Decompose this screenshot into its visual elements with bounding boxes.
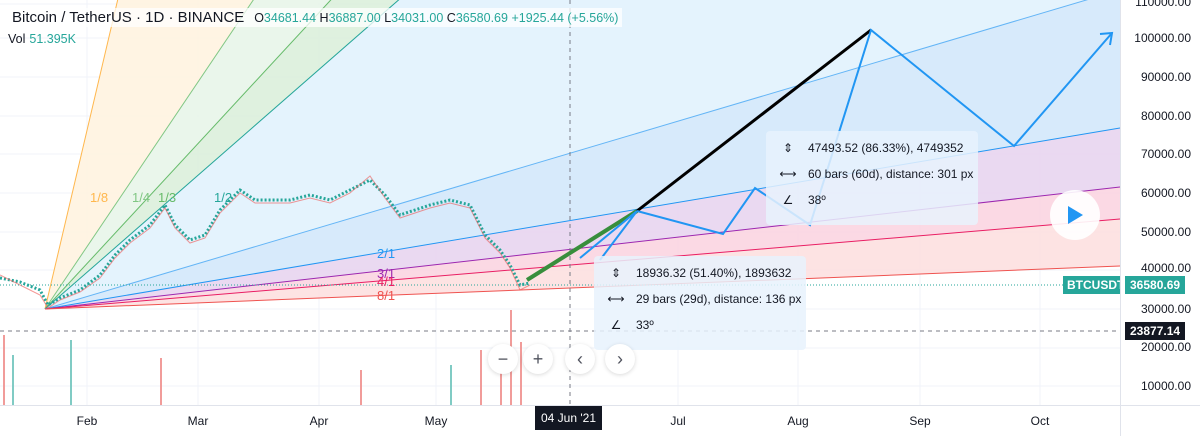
symbol-title[interactable]: Bitcoin / TetherUS · 1D · BINANCE [12, 9, 245, 26]
price-axis[interactable]: 110000.00 100000.00 90000.00 80000.00 70… [1120, 0, 1200, 405]
y-tick: 80000.00 [1140, 109, 1191, 123]
angle-icon: ∠ [782, 193, 794, 207]
price-range-icon: ⇕ [610, 266, 622, 280]
y-tick: 30000.00 [1140, 302, 1191, 316]
axis-corner [1120, 405, 1200, 436]
x-tick: Mar [187, 414, 209, 428]
replay-play-button[interactable] [1050, 190, 1100, 240]
fan-label-4-1: 4/1 [377, 274, 396, 289]
y-tick: 40000.00 [1140, 261, 1191, 275]
fan-label-1-3: 1/3 [158, 190, 177, 205]
zoom-out-button[interactable]: − [488, 344, 518, 374]
zoom-in-button[interactable]: + [523, 344, 553, 374]
crosshair-date-tag: 04 Jun '21 [535, 406, 603, 430]
volume-legend[interactable]: Vol 51.395K [8, 32, 76, 46]
play-icon [1068, 206, 1083, 224]
x-tick: Feb [76, 414, 98, 428]
low-value: 34031.00 [391, 11, 444, 25]
symbol-legend[interactable]: Bitcoin / TetherUS · 1D · BINANCE O34681… [8, 8, 623, 27]
price-range-icon: ⇕ [782, 141, 794, 155]
high-value: 36887.00 [328, 11, 381, 25]
y-tick: 110000.00 [1135, 0, 1191, 9]
x-tick: Aug [787, 414, 809, 428]
y-tick: 90000.00 [1140, 70, 1191, 84]
angle-text: 33º [636, 318, 654, 332]
volume-value: 51.395K [29, 32, 76, 46]
change-value: +1925.44 (+5.56%) [511, 11, 619, 25]
y-tick: 70000.00 [1140, 147, 1191, 161]
fan-label-1-2: 1/2 [214, 190, 233, 205]
measure-box-2[interactable]: ⇕ 18936.32 (51.40%), 1893632 ⟷ 29 bars (29… [594, 256, 806, 350]
y-tick: 60000.00 [1140, 186, 1191, 200]
y-tick: 20000.00 [1140, 340, 1191, 354]
fan-label-1-8: 1/8 [90, 190, 109, 205]
crosshair-price-tag: 23877.14 [1125, 322, 1186, 340]
bars-range-icon: ⟷ [607, 292, 625, 306]
open-value: 34681.44 [263, 11, 317, 25]
price-range-text: 47493.52 (86.33%), 4749352 [808, 141, 964, 155]
high-label: H [319, 11, 329, 25]
y-tick: 100000.00 [1134, 31, 1191, 45]
close-label: C [446, 11, 456, 25]
scroll-right-button[interactable]: › [605, 344, 635, 374]
fan-label-2-1: 2/1 [377, 246, 396, 261]
x-tick: May [424, 414, 448, 428]
fan-label-1-4: 1/4 [132, 190, 151, 205]
angle-text: 38º [808, 193, 826, 207]
bars-range-text: 60 bars (60d), distance: 301 px [808, 167, 974, 181]
x-tick: Oct [1030, 414, 1050, 428]
symbol-price-tag: BTCUSDT [1063, 276, 1120, 294]
low-label: L [384, 11, 392, 25]
x-tick: Apr [309, 414, 329, 428]
open-label: O [254, 11, 264, 25]
angle-icon: ∠ [610, 318, 622, 332]
last-price-tag: 36580.69 [1125, 276, 1186, 294]
ohlc-values: O34681.44 H36887.00 L34031.00 C36580.69 … [254, 11, 618, 25]
scroll-left-button[interactable]: ‹ [565, 344, 595, 374]
y-tick: 10000.00 [1140, 379, 1191, 393]
measure-box-1[interactable]: ⇕ 47493.52 (86.33%), 4749352 ⟷ 60 bars (60… [766, 131, 978, 225]
x-tick: Sep [909, 414, 931, 428]
y-tick: 50000.00 [1140, 225, 1191, 239]
x-tick: Jul [670, 414, 686, 428]
fan-label-3-1: 3/1 [377, 266, 396, 281]
close-value: 36580.69 [455, 11, 508, 25]
bars-range-icon: ⟷ [779, 167, 797, 181]
chart-pane[interactable]: 1/8 1/4 1/3 1/2 2/1 3/1 4/1 8/1 Bitcoin … [0, 0, 1120, 405]
fan-label-8-1: 8/1 [377, 288, 396, 303]
bars-range-text: 29 bars (29d), distance: 136 px [636, 292, 802, 306]
price-range-text: 18936.32 (51.40%), 1893632 [636, 266, 792, 280]
volume-label: Vol [8, 32, 26, 46]
